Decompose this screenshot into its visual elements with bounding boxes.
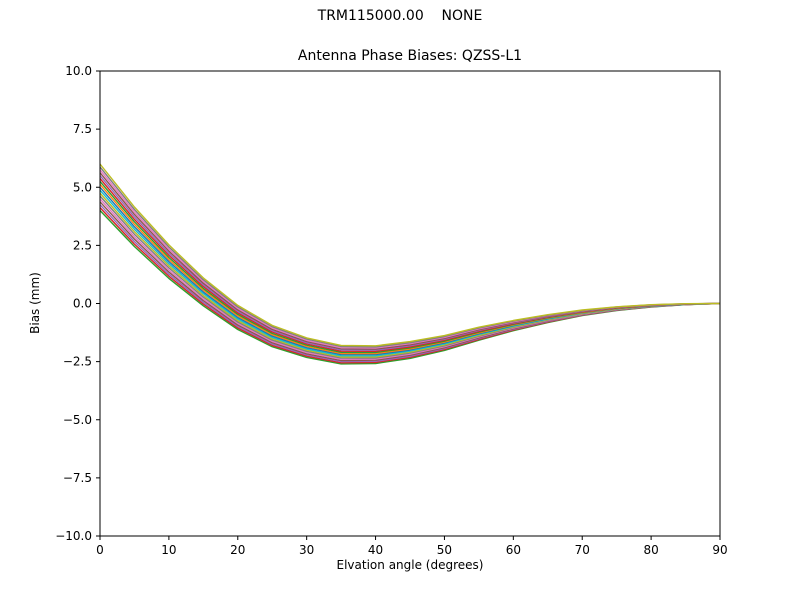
y-tick-label: 7.5 (73, 122, 92, 136)
y-tick-label: 5.0 (73, 180, 92, 194)
y-tick-label: −2.5 (63, 355, 92, 369)
y-tick-label: −10.0 (55, 529, 92, 543)
y-tick-label: 0.0 (73, 297, 92, 311)
x-tick-label: 70 (575, 543, 590, 557)
y-tick-label: −7.5 (63, 471, 92, 485)
x-tick-label: 30 (299, 543, 314, 557)
axes-spine (99, 70, 721, 537)
y-tick-label: 2.5 (73, 238, 92, 252)
x-tick-label: 50 (437, 543, 452, 557)
series-line (99, 163, 721, 347)
figure-suptitle: TRM115000.00 NONE (317, 8, 483, 24)
x-tick-label: 60 (506, 543, 521, 557)
y-tick-label: 10.0 (65, 64, 92, 78)
series-line (99, 178, 721, 352)
x-tick-label: 80 (643, 543, 658, 557)
series-line (99, 169, 721, 349)
series-line (99, 180, 721, 354)
x-tick-label: 10 (161, 543, 176, 557)
series-line (99, 172, 721, 350)
series-line (99, 166, 721, 348)
series-line (99, 175, 721, 351)
y-tick-label: −5.0 (63, 413, 92, 427)
x-tick-label: 20 (230, 543, 245, 557)
x-tick-label: 40 (368, 543, 383, 557)
x-axis-label: Elvation angle (degrees) (336, 558, 484, 572)
chart-title: Antenna Phase Biases: QZSS-L1 (297, 48, 523, 64)
x-tick-label: 0 (96, 543, 104, 557)
x-tick-label: 90 (712, 543, 727, 557)
